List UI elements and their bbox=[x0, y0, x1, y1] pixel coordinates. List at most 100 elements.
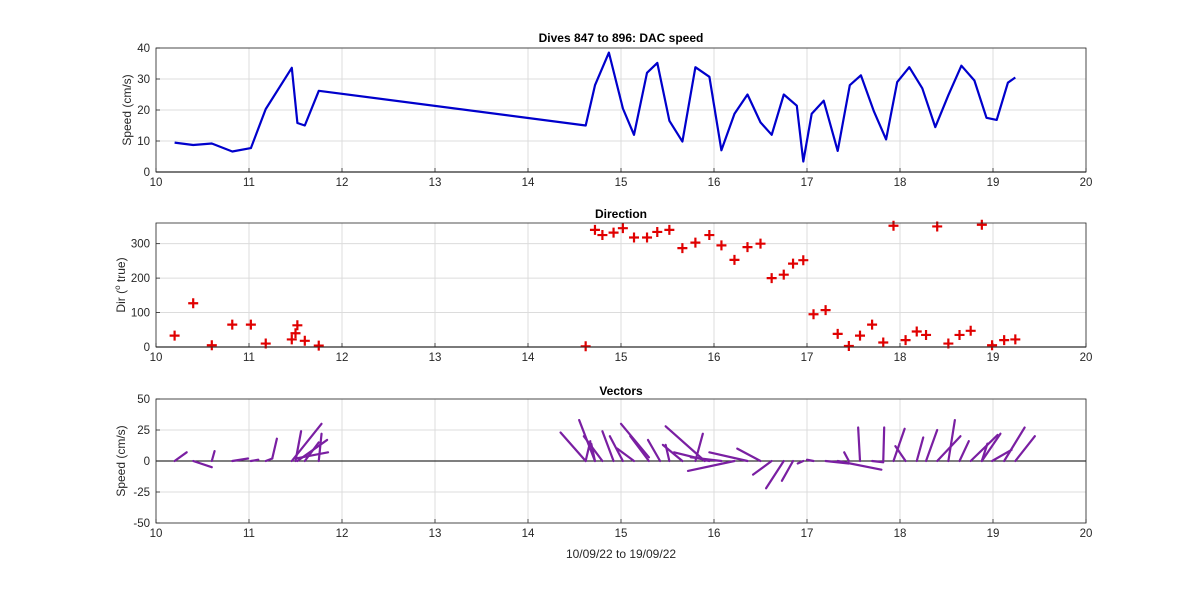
vector-segment bbox=[751, 459, 773, 476]
y-tick-label: 25 bbox=[137, 425, 150, 437]
x-tick-label: 14 bbox=[522, 177, 535, 189]
series-vectors bbox=[173, 418, 1036, 490]
x-tick-label: 12 bbox=[336, 177, 349, 189]
x-tick-label: 12 bbox=[336, 528, 349, 540]
x-tick-label: 13 bbox=[429, 352, 442, 364]
direction-marker bbox=[911, 326, 922, 337]
direction-marker bbox=[286, 334, 297, 345]
chart-title: Dives 847 to 896: DAC speed bbox=[539, 31, 704, 45]
y-tick-label: 0 bbox=[144, 456, 150, 468]
x-tick-label: 14 bbox=[522, 352, 535, 364]
x-tick-label: 19 bbox=[987, 177, 1000, 189]
y-axis-label: Speed (cm/s) bbox=[120, 74, 134, 145]
x-tick-label: 15 bbox=[615, 352, 628, 364]
x-tick-label: 16 bbox=[708, 177, 721, 189]
direction-marker bbox=[832, 328, 843, 339]
x-tick-label: 14 bbox=[522, 528, 535, 540]
vector-segment bbox=[870, 459, 885, 464]
vector-segment bbox=[616, 447, 636, 463]
vector-segment bbox=[836, 459, 883, 471]
x-tick-label: 11 bbox=[243, 352, 255, 364]
y-tick-label: 0 bbox=[144, 167, 150, 179]
y-tick-label: -25 bbox=[133, 487, 150, 499]
speed-line bbox=[174, 51, 1016, 163]
axes-frame bbox=[155, 47, 1087, 173]
direction-marker bbox=[788, 258, 799, 269]
vector-segment bbox=[629, 435, 651, 463]
vector-segment bbox=[936, 435, 962, 463]
y-tick-labels: 0 10 20 30 40 bbox=[137, 43, 150, 179]
x-tick-label: 15 bbox=[615, 177, 628, 189]
y-tick-label: -50 bbox=[133, 518, 150, 530]
x-tick-label: 12 bbox=[336, 352, 349, 364]
direction-marker bbox=[820, 305, 831, 316]
axes-frame bbox=[155, 398, 1087, 524]
y-axis-label: Speed (cm/s) bbox=[114, 425, 128, 496]
direction-marker bbox=[965, 325, 976, 336]
vector-segment bbox=[969, 433, 999, 463]
x-tick-label: 11 bbox=[243, 177, 255, 189]
direction-marker bbox=[1010, 334, 1021, 345]
y-axis-label-head: Dir ( bbox=[114, 290, 128, 313]
vector-segment bbox=[294, 451, 330, 460]
x-tick-label: 17 bbox=[801, 177, 814, 189]
x-tick-label: 16 bbox=[708, 352, 721, 364]
direction-marker bbox=[677, 243, 688, 254]
x-tick-label: 15 bbox=[615, 528, 628, 540]
x-tick-label: 18 bbox=[894, 177, 907, 189]
chart-title: Direction bbox=[595, 207, 647, 221]
vector-segment bbox=[303, 441, 320, 463]
x-tick-label: 10 bbox=[150, 177, 163, 189]
vector-segment bbox=[1014, 435, 1036, 463]
direction-marker bbox=[755, 238, 766, 249]
vector-segment bbox=[249, 458, 260, 463]
direction-marker bbox=[580, 341, 591, 352]
direction-marker bbox=[855, 330, 866, 341]
direction-marker bbox=[808, 309, 819, 320]
vector-segment bbox=[210, 449, 216, 463]
direction-marker bbox=[629, 232, 640, 243]
x-tick-label: 13 bbox=[429, 177, 442, 189]
y-tick-label: 100 bbox=[131, 308, 150, 320]
x-tick-label: 16 bbox=[708, 528, 721, 540]
vector-segment bbox=[764, 459, 785, 490]
direction-marker bbox=[954, 329, 965, 340]
vector-segment bbox=[646, 438, 662, 463]
y-axis-label-tail: true) bbox=[114, 257, 128, 285]
vector-segment bbox=[664, 425, 706, 463]
direction-marker bbox=[664, 224, 675, 235]
y-tick-label: 30 bbox=[137, 74, 150, 86]
direction-marker bbox=[227, 319, 238, 330]
direction-marker bbox=[206, 340, 217, 351]
vector-segment bbox=[661, 443, 684, 463]
x-tick-label: 13 bbox=[429, 528, 442, 540]
y-tick-label: 200 bbox=[131, 273, 150, 285]
vector-segment bbox=[958, 440, 970, 463]
vector-segment bbox=[173, 451, 188, 463]
vector-segment bbox=[264, 457, 274, 463]
vector-segment bbox=[857, 426, 862, 463]
vector-segment bbox=[882, 426, 886, 463]
axes-frame bbox=[155, 222, 1087, 348]
direction-marker bbox=[313, 340, 324, 351]
y-axis-label: Dir (o true) bbox=[113, 257, 128, 312]
direction-marker bbox=[976, 219, 987, 230]
x-tick-label: 20 bbox=[1080, 177, 1093, 189]
vector-segment bbox=[708, 451, 749, 463]
direction-marker bbox=[987, 340, 998, 351]
x-tick-label: 18 bbox=[894, 352, 907, 364]
direction-marker bbox=[188, 298, 199, 309]
x-tick-labels: 10 11 12 13 14 15 16 17 18 19 20 bbox=[150, 177, 1093, 189]
vector-segment bbox=[192, 459, 213, 469]
vector-segment bbox=[980, 432, 1002, 463]
x-tick-label: 20 bbox=[1080, 352, 1093, 364]
vector-segment bbox=[805, 458, 815, 463]
vector-segment bbox=[915, 436, 925, 463]
direction-marker bbox=[729, 254, 740, 265]
vector-segment bbox=[686, 459, 736, 473]
vector-segment bbox=[924, 428, 939, 463]
direction-marker bbox=[742, 242, 753, 253]
direction-marker bbox=[704, 230, 715, 241]
direction-marker bbox=[900, 335, 911, 346]
